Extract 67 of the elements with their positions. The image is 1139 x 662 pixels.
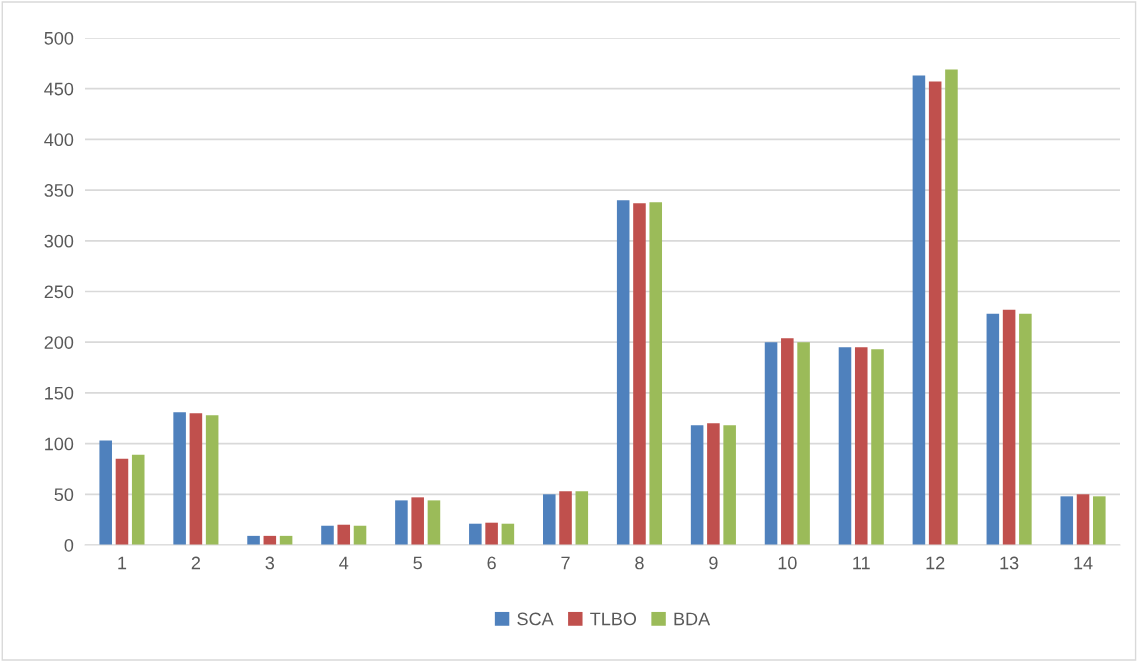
y-tick-label: 50 [54, 488, 74, 502]
bar [797, 342, 810, 545]
legend-label: BDA [674, 612, 711, 626]
x-tick-label: 3 [265, 556, 275, 570]
bar [707, 423, 720, 545]
bar [871, 349, 884, 545]
bar [912, 75, 926, 545]
bar [501, 523, 515, 545]
bar [1002, 309, 1016, 545]
y-tick-label: 500 [44, 31, 74, 45]
x-tick-label: 11 [853, 556, 870, 570]
bar [189, 413, 203, 545]
bar [781, 338, 794, 545]
y-tick-label: 300 [44, 234, 74, 248]
x-tick-label: 9 [709, 556, 718, 570]
bar [542, 494, 556, 545]
bar [690, 425, 704, 545]
bar [99, 440, 112, 545]
bar [485, 522, 498, 545]
bar [1076, 494, 1090, 545]
bar [616, 200, 630, 545]
bar [764, 342, 778, 545]
bar [173, 412, 186, 545]
x-tick-label: 12 [926, 556, 945, 570]
x-tick-label: 7 [561, 556, 570, 570]
y-tick-label: 250 [44, 285, 74, 299]
bar [321, 525, 334, 545]
bar [945, 69, 958, 545]
y-tick-label: 350 [44, 184, 74, 197]
bar [986, 313, 1000, 545]
y-tick-label: 200 [44, 336, 74, 349]
bar [205, 415, 219, 545]
bar [633, 203, 646, 545]
x-tick-label: 5 [413, 556, 422, 570]
x-tick-label: 10 [778, 556, 797, 570]
x-tick-label: 14 [1074, 556, 1093, 570]
bar [1060, 496, 1074, 545]
x-tick-label: 1 [118, 556, 127, 570]
x-tick-label: 4 [339, 556, 349, 570]
y-tick-label: 450 [44, 82, 74, 96]
y-tick-label: 100 [45, 437, 74, 451]
bar [395, 500, 408, 545]
y-tick-label: 0 [64, 538, 74, 552]
bar [469, 523, 482, 545]
bar [337, 524, 351, 545]
legend-label: TLBO [590, 612, 637, 626]
legend-label: SCA [517, 612, 554, 626]
x-tick-label: 13 [1000, 556, 1019, 570]
bar [854, 347, 868, 545]
bar [559, 491, 572, 545]
bar [1093, 496, 1106, 545]
bar [427, 500, 441, 545]
bar [575, 491, 589, 545]
bar [928, 81, 942, 545]
x-tick-label: 6 [487, 556, 496, 570]
y-tick-label: 150 [45, 386, 74, 400]
bar [1019, 313, 1032, 545]
bar [247, 535, 260, 545]
bar [131, 454, 145, 545]
bar [411, 497, 424, 545]
bar [723, 425, 736, 545]
y-tick-label: 400 [44, 133, 74, 147]
x-tick-label: 8 [635, 556, 644, 570]
bar [649, 202, 663, 545]
bar [838, 347, 852, 545]
x-tick-label: 2 [191, 556, 201, 570]
bar [115, 458, 129, 545]
